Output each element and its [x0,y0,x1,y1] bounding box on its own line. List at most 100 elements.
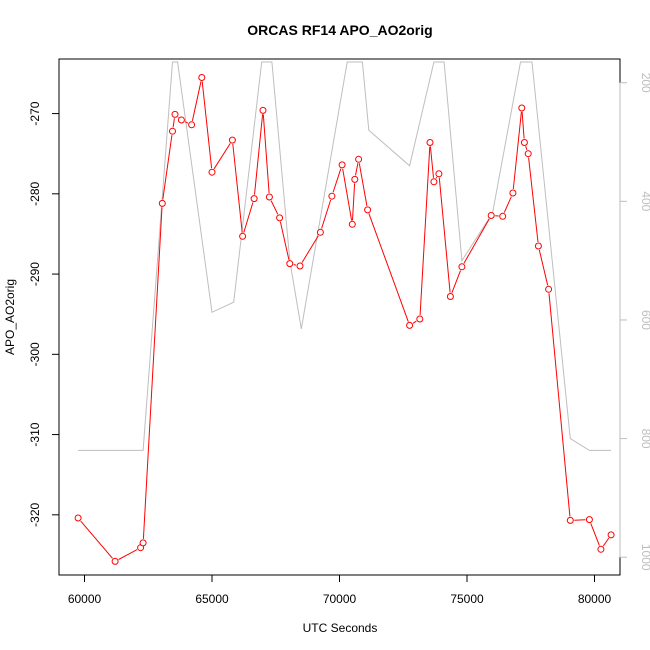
secondary-series [78,61,612,451]
series-segment [368,213,409,322]
series-segment [528,157,539,243]
x-axis-label: UTC Seconds [303,621,378,635]
data-point [351,175,359,183]
data-point [406,321,414,329]
series-segment [342,168,353,221]
y-tick-label: -320 [28,502,42,526]
data-point [158,199,166,207]
data-point [296,262,304,270]
series-segment [270,200,279,215]
data-point [499,212,507,220]
data-point [524,150,532,158]
series-segment [429,146,434,178]
series-segment [293,264,297,266]
series-segment [142,207,163,539]
series-segment [412,320,417,324]
y-tick-label: -310 [28,422,42,446]
x-tick-label: 70000 [323,592,357,606]
data-point [169,127,176,135]
series-segment [352,183,356,221]
data-point [545,285,553,293]
primary-series [74,74,615,565]
y-tick-label: -290 [28,262,42,286]
y-tick-label: -300 [28,342,42,366]
data-point [435,170,443,178]
series-segment [602,537,610,547]
series-segment [118,549,138,560]
series-segment [232,143,243,233]
series-segment [438,177,451,293]
secondary-series-line [78,61,612,451]
data-point [286,260,294,268]
data-point [566,516,574,524]
series-segment [358,163,368,206]
data-point [458,263,466,271]
data-point [208,168,216,176]
data-point [265,193,273,201]
series-segment [301,235,319,263]
series-segment [243,202,254,233]
series-segment [279,221,290,260]
secondary-y-axis: 200 400 600 800 1000 [619,73,650,571]
data-point [198,74,206,81]
data-point [228,136,236,144]
x-tick-label: 65000 [195,592,229,606]
data-point [597,545,605,553]
series-segment [254,114,264,195]
series-segment [548,293,571,517]
series-segment [184,121,189,124]
data-point [328,192,336,200]
data-point [426,139,434,146]
data-point [250,195,258,203]
secondary-y-tick-label: 400 [639,191,650,211]
data-point [446,293,454,300]
data-point [259,106,267,114]
data-point [276,214,284,222]
data-point [74,514,82,522]
data-point [188,121,196,129]
series-segment [321,199,332,229]
series-segment [574,519,586,521]
data-point [139,539,147,547]
series-segment [525,146,528,151]
series-segment [521,111,525,139]
y-tick-label: -280 [28,181,42,205]
data-point [518,104,526,112]
data-point [111,557,119,565]
x-tick-label: 75000 [450,592,484,606]
secondary-y-tick-label: 800 [639,429,650,449]
data-point [585,516,593,524]
series-segment [162,135,173,200]
series-segment [332,168,342,193]
series-segment [503,196,512,213]
data-point [487,212,495,219]
series-segment [512,111,522,190]
secondary-y-tick-label: 600 [639,310,650,330]
series-segment [80,520,113,559]
chart-title: ORCAS RF14 APO_AO2orig [247,22,432,38]
secondary-y-tick-label: 1000 [639,544,650,571]
data-point [171,110,179,118]
y-axis: -320 -310 -300 -290 -280 -270 [28,101,60,527]
data-point [316,228,324,236]
series-segment [191,81,202,122]
data-point [348,220,356,228]
series-segment [201,81,213,169]
x-tick-label: 60000 [68,592,102,606]
y-tick-label: -270 [28,101,42,125]
data-point [520,139,528,146]
data-point [534,242,542,250]
y-axis-label: APO_AO2orig [3,279,17,355]
series-segment [262,114,270,194]
series-segment [419,146,431,316]
x-tick-label: 80000 [578,592,612,606]
data-point [338,161,346,169]
series-segment [435,176,438,179]
data-point [430,178,438,186]
data-point [177,116,185,124]
series-segment [538,249,549,286]
x-axis: 60000 65000 70000 75000 80000 [68,574,612,606]
series-segment [213,143,231,170]
